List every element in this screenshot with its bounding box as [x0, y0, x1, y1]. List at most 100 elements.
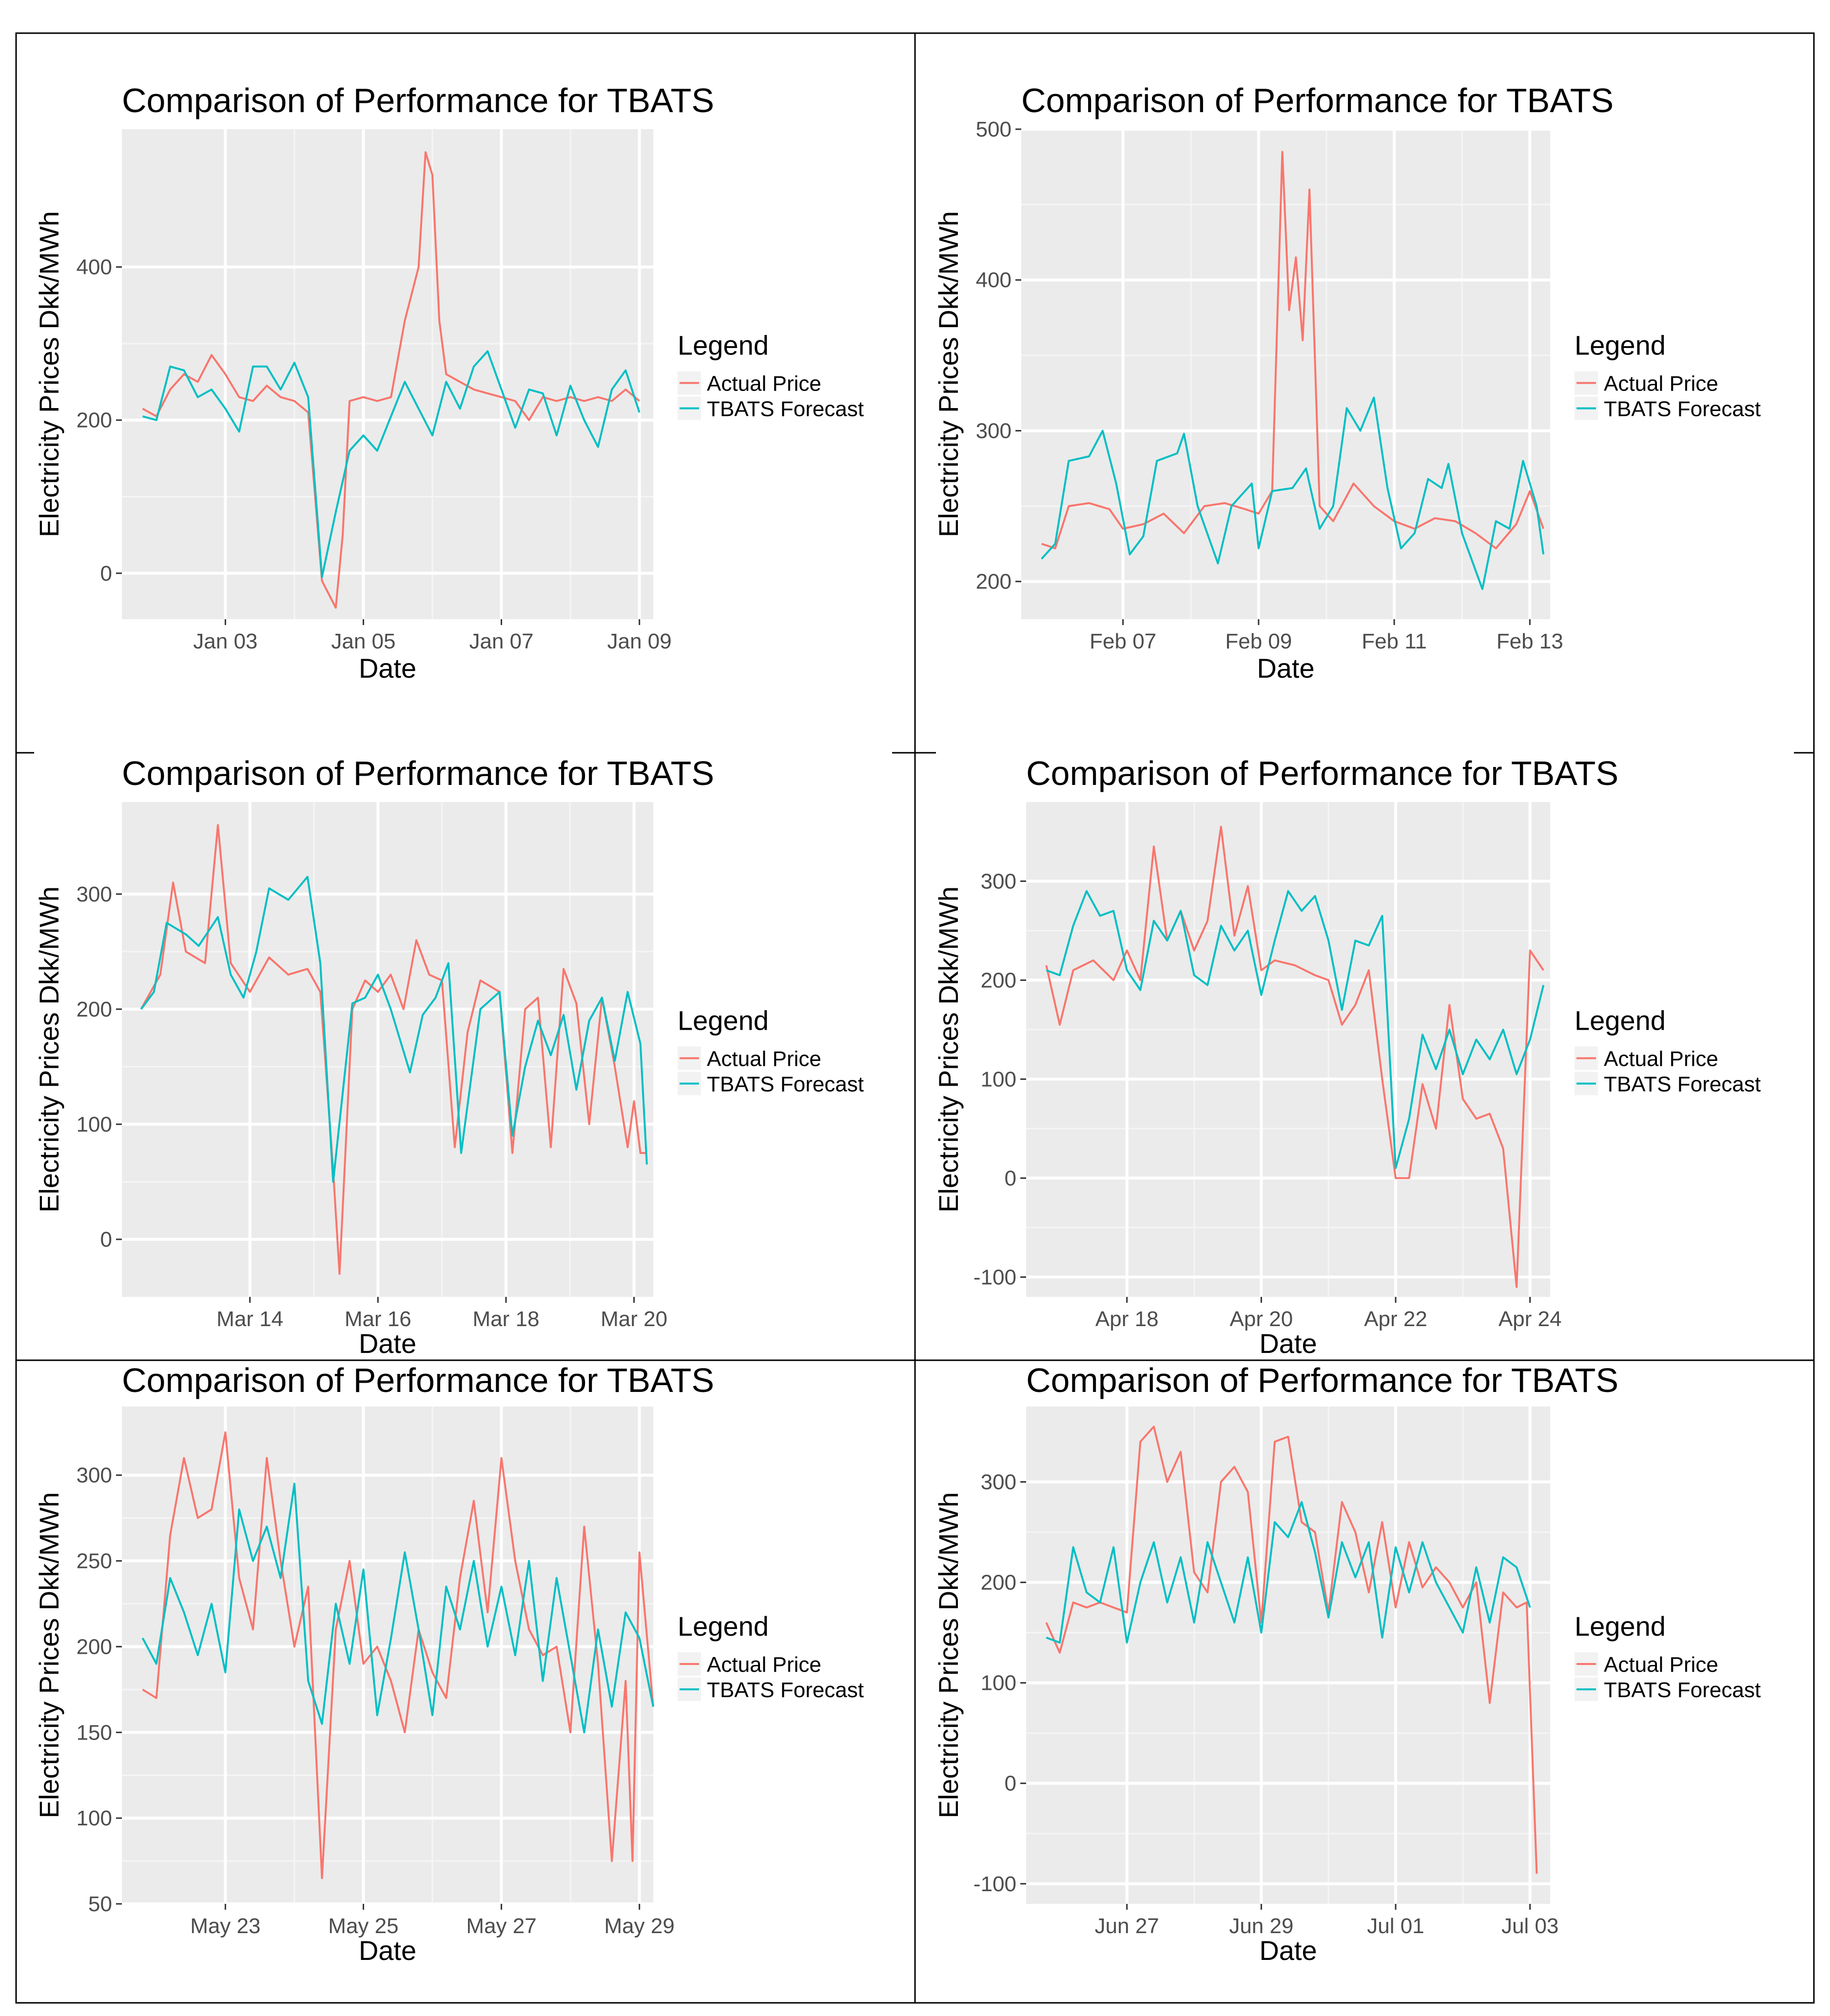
series-line-actual-price	[140, 824, 647, 1275]
y-tick-label: 300	[981, 1470, 1016, 1494]
chart-title: Comparison of Performance for TBATS	[1026, 754, 1618, 792]
x-tick-label: Jan 07	[469, 629, 534, 653]
x-axis: Feb 07 Feb 09 Feb 11 Feb 13	[1090, 619, 1563, 653]
chart-title: Comparison of Performance for TBATS	[1026, 1361, 1618, 1399]
x-tick-label: May 27	[466, 1914, 536, 1938]
chart-panel-6: Jun 27 Jun 29 Jul 01 Jul 03 -100 0 100 200 300 Co…	[933, 1361, 1761, 1966]
legend-label-tbats-forecast: TBATS Forecast	[1604, 397, 1761, 421]
charts-layer: Jan 03 Jan 05 Jan 07 Jan 09 0 200 400 Compariso…	[34, 81, 1761, 1966]
series-line-tbats-forecast	[1041, 396, 1545, 590]
grid-lines	[122, 129, 653, 619]
x-tick-label: Apr 22	[1364, 1307, 1427, 1331]
series-group	[140, 824, 648, 1275]
legend-title: Legend	[1575, 330, 1666, 361]
series-line-actual-price	[142, 151, 640, 609]
x-tick-label: Jul 01	[1367, 1914, 1424, 1938]
y-tick-label: -100	[973, 1872, 1016, 1896]
series-line-actual-price	[142, 1431, 654, 1879]
chart-panel-4: Apr 18 Apr 20 Apr 22 Apr 24 -100 0 100 200 300 Co…	[933, 754, 1761, 1359]
plot-panel-background	[1021, 129, 1550, 619]
x-tick-label: Mar 14	[216, 1307, 283, 1331]
series-group	[1045, 825, 1545, 1288]
y-tick-label: 500	[976, 117, 1012, 141]
series-group	[1041, 151, 1545, 590]
x-tick-label: Mar 20	[601, 1307, 667, 1331]
series-line-tbats-forecast	[1046, 1501, 1531, 1644]
grid-lines	[122, 802, 653, 1297]
y-tick-label: 0	[100, 1228, 112, 1252]
legend-label-tbats-forecast: TBATS Forecast	[707, 397, 864, 421]
legend-title: Legend	[1575, 1611, 1666, 1642]
x-tick-label: Feb 13	[1497, 629, 1563, 653]
x-tick-label: Apr 20	[1230, 1307, 1293, 1331]
y-tick-label: 200	[981, 968, 1016, 992]
y-axis: 200 300 400 500	[976, 117, 1021, 594]
y-axis: 0 100 200 300	[77, 882, 122, 1252]
legend-title: Legend	[678, 1611, 769, 1642]
chart-title: Comparison of Performance for TBATS	[122, 754, 714, 792]
legend-label-actual-price: Actual Price	[1604, 1653, 1718, 1677]
legend-label-actual-price: Actual Price	[1604, 372, 1718, 396]
legend-label-actual-price: Actual Price	[707, 1653, 821, 1677]
legend-title: Legend	[678, 330, 769, 361]
grid-lines	[1026, 1407, 1550, 1904]
x-tick-label: Apr 18	[1095, 1307, 1159, 1331]
chart-title: Comparison of Performance for TBATS	[122, 1361, 714, 1399]
series-line-tbats-forecast	[1046, 890, 1545, 1170]
chart-title: Comparison of Performance for TBATS	[1021, 81, 1614, 119]
x-tick-label: Jun 27	[1095, 1914, 1159, 1938]
grid-lines	[122, 1407, 653, 1905]
y-tick-label: 300	[77, 1464, 112, 1488]
series-group	[141, 1431, 654, 1879]
x-tick-label: May 25	[328, 1914, 398, 1938]
x-tick-label: Feb 09	[1225, 629, 1292, 653]
chart-panel-3: Mar 14 Mar 16 Mar 18 Mar 20 0 100 200 300 Compar…	[34, 754, 864, 1359]
series-group	[1045, 1426, 1538, 1874]
chart-title: Comparison of Performance for TBATS	[122, 81, 714, 119]
x-tick-label: Feb 07	[1090, 629, 1156, 653]
chart-panel-2: Feb 07 Feb 09 Feb 11 Feb 13 200 300 400 500 Comp…	[933, 81, 1761, 684]
legend-label-tbats-forecast: TBATS Forecast	[707, 1678, 864, 1702]
x-axis-title: Date	[1259, 1935, 1317, 1966]
series-line-actual-price	[1041, 151, 1544, 549]
y-axis: 50 100 150 200 250 300	[77, 1464, 122, 1916]
panel-border-lines	[15, 32, 1815, 2004]
y-tick-label: 400	[77, 255, 112, 279]
x-tick-label: Apr 24	[1499, 1307, 1562, 1331]
y-tick-label: 0	[1005, 1772, 1016, 1796]
x-tick-label: May 29	[604, 1914, 675, 1938]
y-axis-title: Electricity Prices Dkk/MWh	[933, 886, 964, 1213]
x-tick-label: May 23	[190, 1914, 260, 1938]
y-axis: -100 0 100 200 300	[973, 1470, 1026, 1896]
y-axis-title: Electricity Prices Dkk/MWh	[34, 886, 64, 1213]
y-axis-title: Electricity Prices Dkk/MWh	[34, 211, 64, 537]
x-axis: Jun 27 Jun 29 Jul 01 Jul 03	[1095, 1904, 1558, 1938]
grid-lines	[1026, 802, 1550, 1297]
y-tick-label: 300	[976, 419, 1012, 443]
x-tick-label: Feb 11	[1362, 629, 1427, 653]
legend-label-actual-price: Actual Price	[707, 1047, 821, 1071]
y-tick-label: 50	[88, 1892, 112, 1916]
y-tick-label: 0	[100, 562, 112, 586]
y-axis: -100 0 100 200 300	[973, 869, 1026, 1289]
x-tick-label: Mar 16	[345, 1307, 411, 1331]
x-axis-title: Date	[359, 1935, 416, 1966]
y-tick-label: 200	[981, 1571, 1016, 1595]
legend-label-actual-price: Actual Price	[1604, 1047, 1718, 1071]
series-line-tbats-forecast	[142, 350, 641, 578]
legend-label-actual-price: Actual Price	[707, 372, 821, 396]
grid-lines	[1021, 128, 1550, 619]
y-axis-title: Electricity Prices Dkk/MWh	[933, 211, 964, 537]
series-group	[142, 151, 641, 609]
y-tick-label: 400	[976, 268, 1012, 292]
y-tick-label: -100	[973, 1265, 1016, 1289]
x-axis-title: Date	[1257, 653, 1314, 684]
y-tick-label: 100	[77, 1806, 112, 1830]
chart-panel-5: May 23 May 25 May 27 May 29 50 100 150 200 250 30…	[34, 1361, 864, 1966]
